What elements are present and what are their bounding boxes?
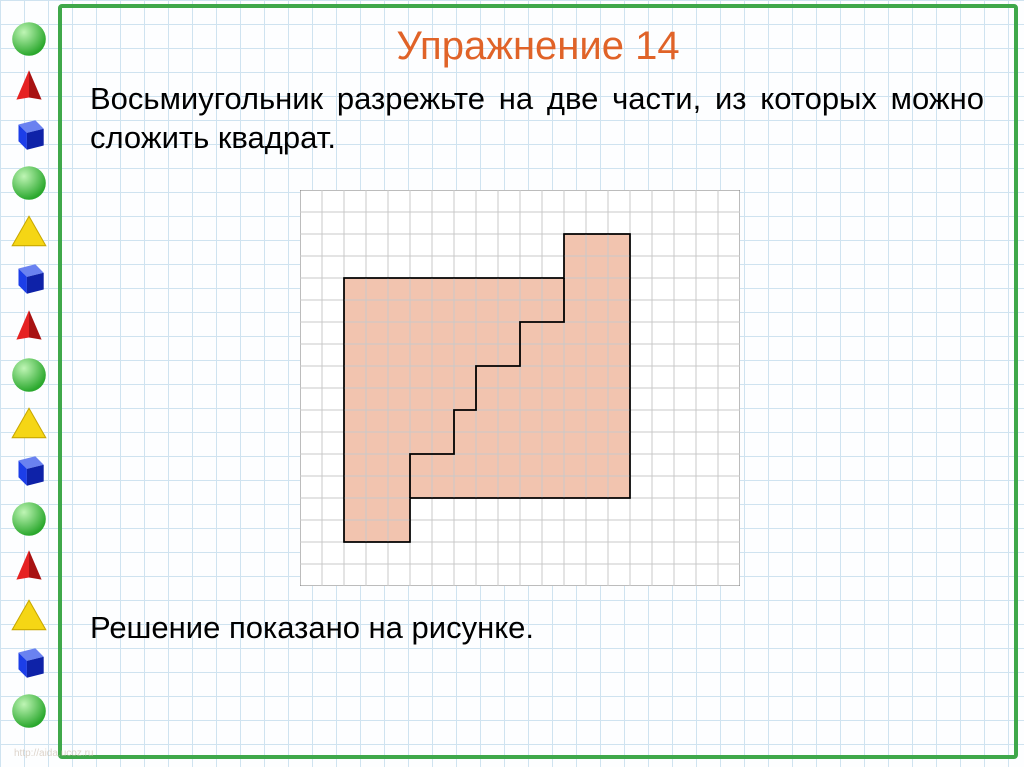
page-title: Упражнение 14: [58, 24, 1018, 69]
sphere-icon: [8, 498, 50, 540]
triangle-icon: [8, 402, 50, 444]
solution-text: Решение показано на рисунке.: [90, 610, 534, 646]
cube-icon: [8, 642, 50, 684]
cube-icon: [8, 450, 50, 492]
figure-container: [300, 190, 740, 591]
pyramid-icon: [8, 66, 50, 108]
pyramid-icon: [8, 546, 50, 588]
sphere-icon: [8, 354, 50, 396]
cube-icon: [8, 114, 50, 156]
sphere-icon: [8, 18, 50, 60]
triangle-icon: [8, 594, 50, 636]
sphere-icon: [8, 162, 50, 204]
octagon-figure: [300, 190, 740, 586]
pyramid-icon: [8, 306, 50, 348]
decorative-shape-strip: [0, 18, 58, 732]
triangle-icon: [8, 210, 50, 252]
sphere-icon: [8, 690, 50, 732]
problem-text: Восьмиугольник разрежьте на две части, и…: [90, 80, 984, 158]
cube-icon: [8, 258, 50, 300]
watermark-text: http://aida.ucoz.ru: [14, 748, 94, 759]
